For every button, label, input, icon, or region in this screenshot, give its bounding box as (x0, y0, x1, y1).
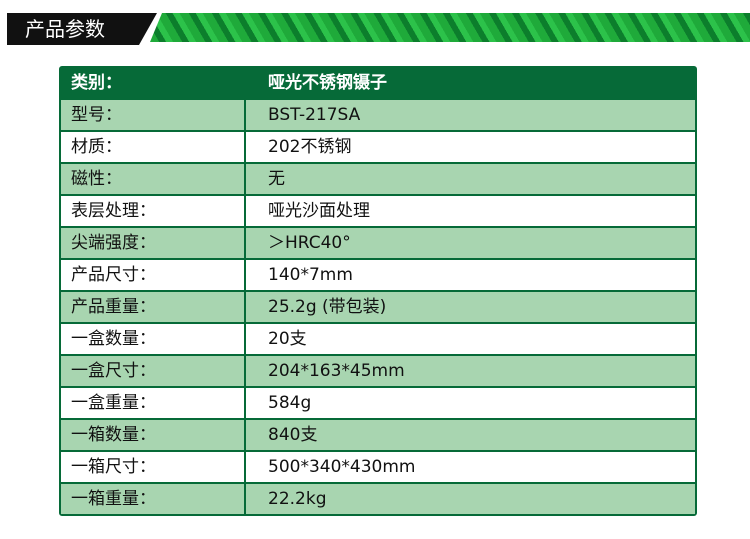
decorative-pattern (150, 13, 750, 42)
row-label: 一箱数量： (61, 420, 246, 450)
table-row: 材质： 202不锈钢 (61, 130, 695, 162)
row-label: 表层处理： (61, 196, 246, 226)
table-row: 一盒尺寸： 204*163*45mm (61, 354, 695, 386)
row-value: 140*7mm (268, 265, 353, 285)
table-row: 一箱数量： 840支 (61, 418, 695, 450)
row-label: 一盒尺寸： (61, 356, 246, 386)
table-row: 一盒数量： 20支 (61, 322, 695, 354)
row-value: 584g (268, 393, 312, 413)
table-row: 表层处理： 哑光沙面处理 (61, 194, 695, 226)
row-label: 一箱重量： (61, 484, 246, 514)
row-value: 500*340*430mm (268, 457, 416, 477)
table-row: 产品重量： 25.2g (带包装) (61, 290, 695, 322)
table-row: 一盒重量： 584g (61, 386, 695, 418)
table-row: 型号： BST-217SA (61, 98, 695, 130)
row-value: 202不锈钢 (268, 137, 352, 157)
header-value: 哑光不锈钢镊子 (268, 73, 387, 93)
row-value: ＞HRC40° (268, 233, 351, 253)
row-label: 一箱尺寸： (61, 452, 246, 482)
section-title: 产品参数 (7, 13, 157, 45)
table-row: 一箱尺寸： 500*340*430mm (61, 450, 695, 482)
header-label: 类别： (71, 73, 122, 93)
row-label: 一盒重量： (61, 388, 246, 418)
table-row: 一箱重量： 22.2kg (61, 482, 695, 514)
row-label: 产品尺寸： (61, 260, 246, 290)
row-label: 产品重量： (61, 292, 246, 322)
row-value: 22.2kg (268, 489, 327, 509)
row-value: 20支 (268, 329, 307, 349)
row-value: BST-217SA (268, 105, 361, 125)
row-label: 型号： (61, 100, 246, 130)
row-value: 哑光沙面处理 (268, 201, 370, 221)
row-label: 材质： (61, 132, 246, 162)
row-label: 一盒数量： (61, 324, 246, 354)
table-row: 尖端强度： ＞HRC40° (61, 226, 695, 258)
spec-table: 类别： 哑光不锈钢镊子 型号： BST-217SA 材质： 202不锈钢磁性： 无表层处… (59, 66, 697, 516)
row-value: 25.2g (带包装) (268, 297, 387, 317)
table-row: 磁性： 无 (61, 162, 695, 194)
row-label: 尖端强度： (61, 228, 246, 258)
row-value: 204*163*45mm (268, 361, 405, 381)
table-header-row: 类别： 哑光不锈钢镊子 (61, 68, 695, 98)
table-row: 产品尺寸： 140*7mm (61, 258, 695, 290)
row-value: 无 (268, 169, 285, 189)
row-label: 磁性： (61, 164, 246, 194)
row-value: 840支 (268, 425, 318, 445)
